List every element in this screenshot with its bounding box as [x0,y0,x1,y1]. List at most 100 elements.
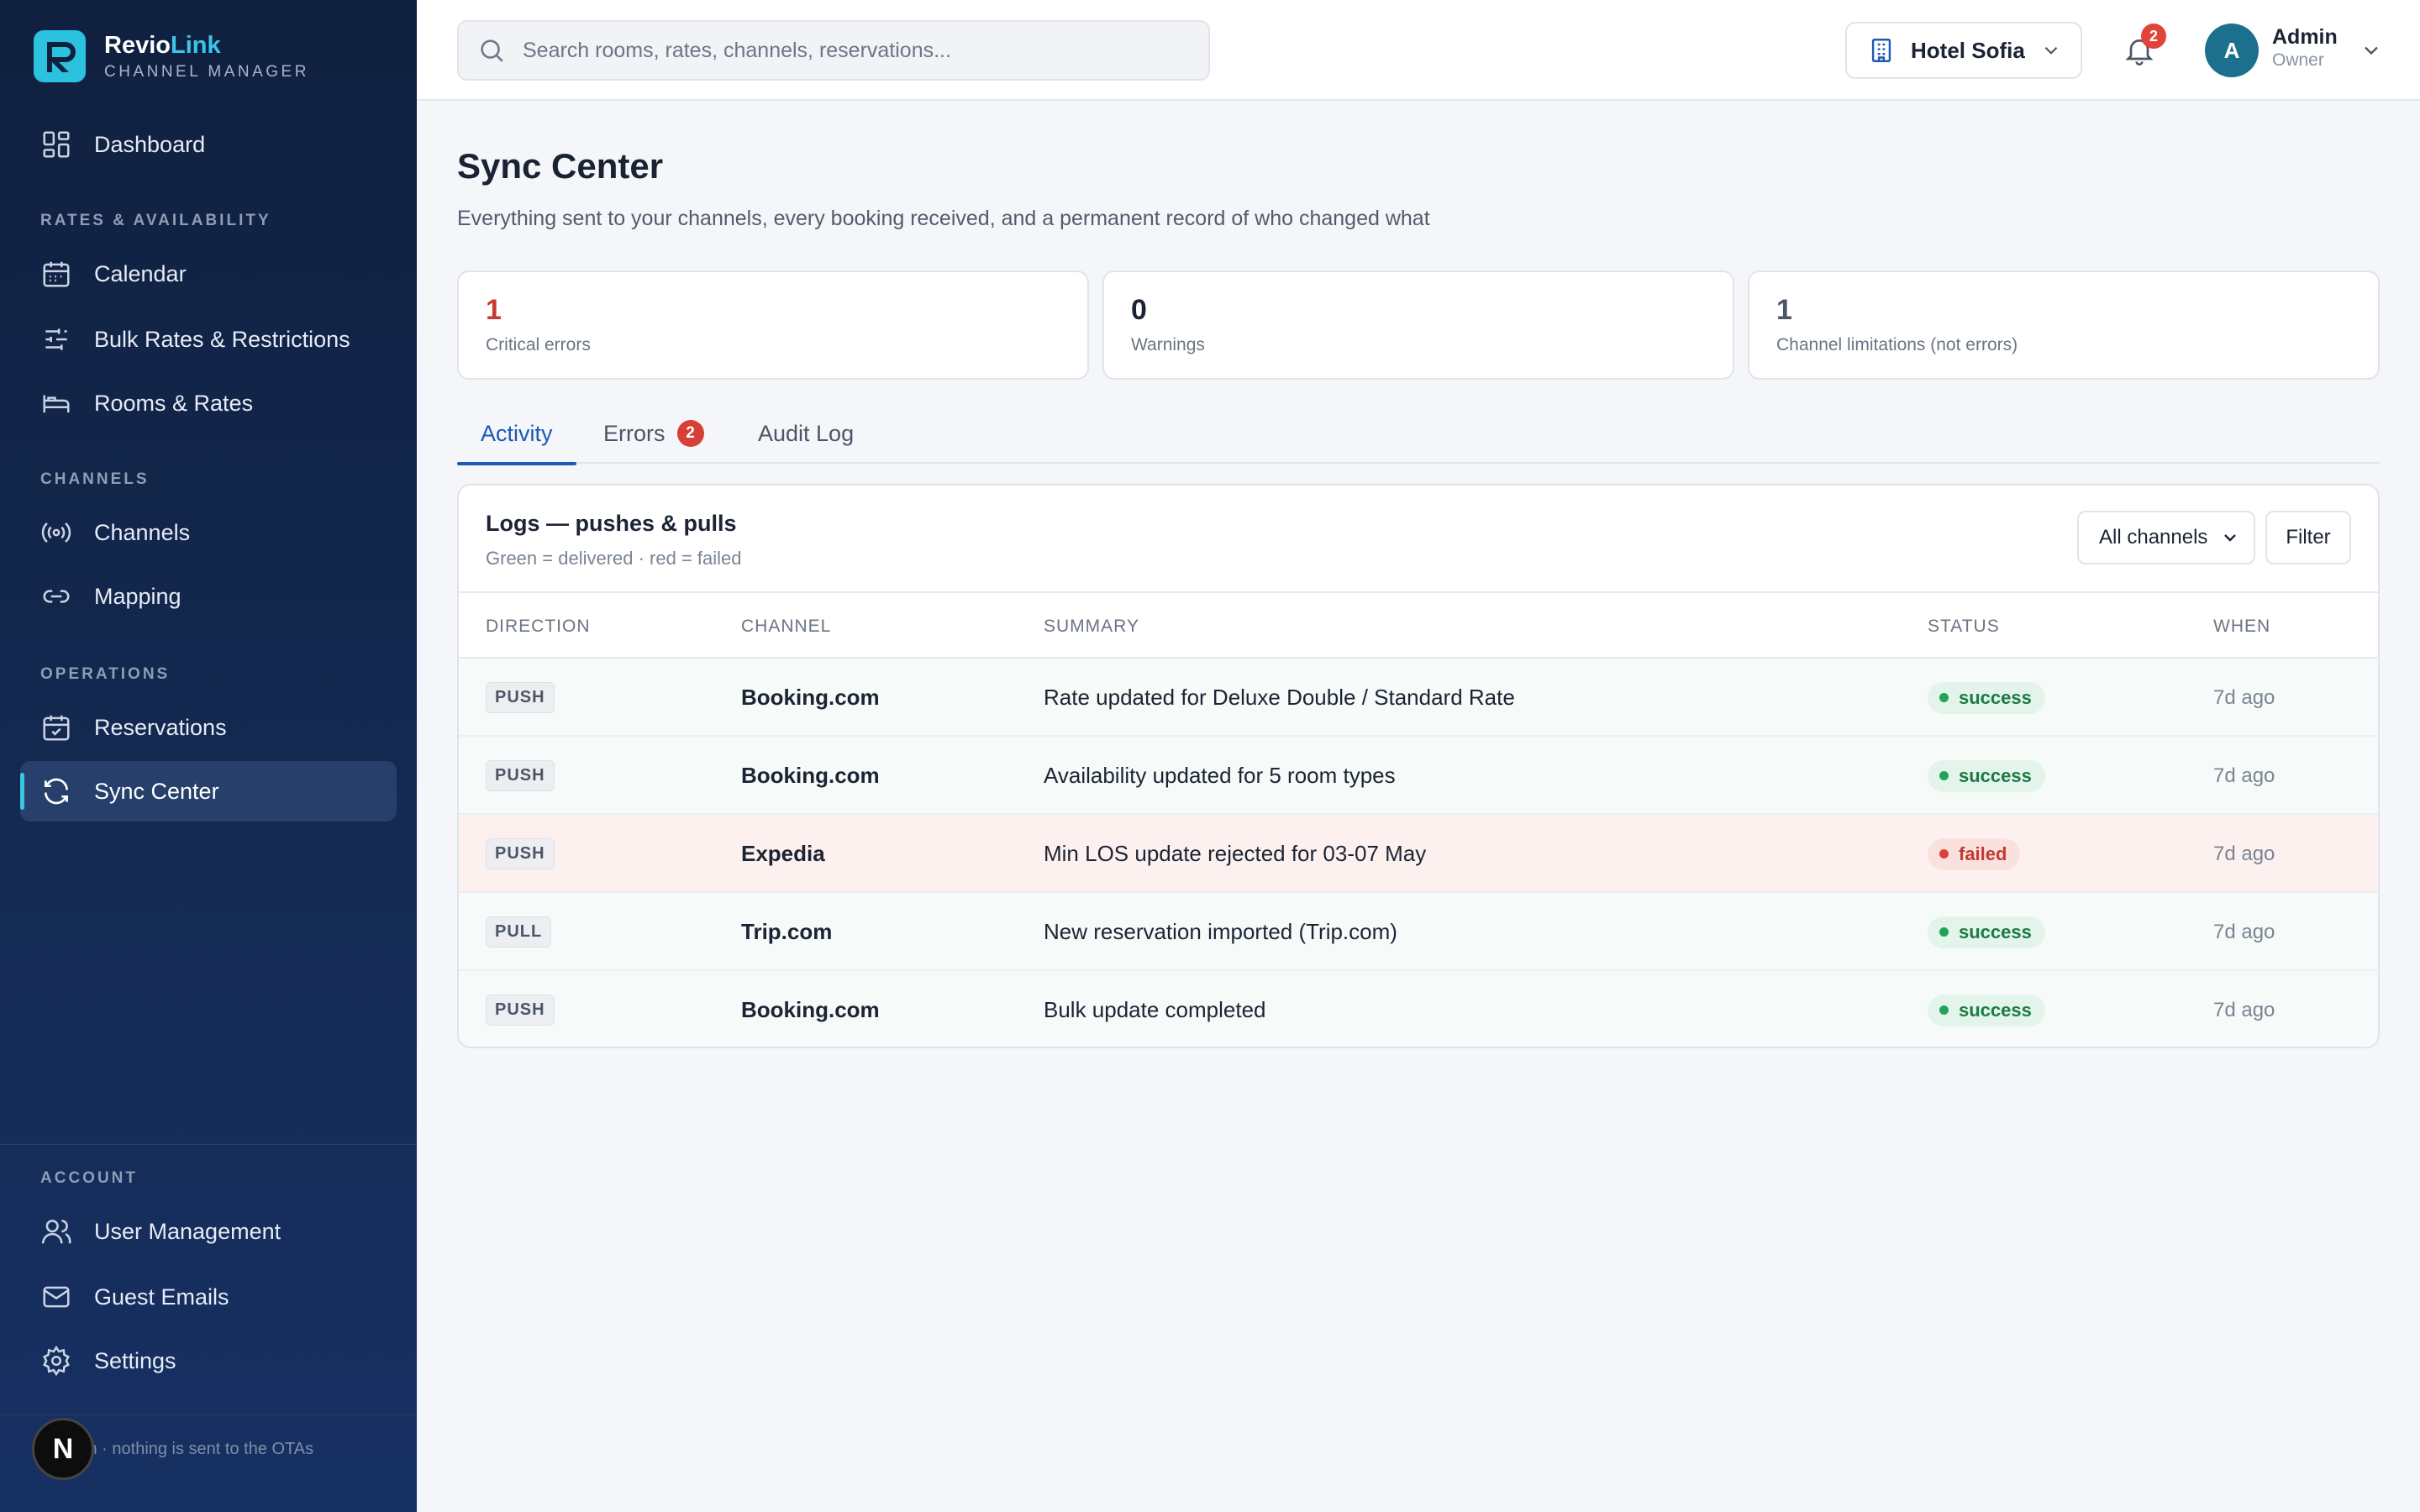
sidebar-item-label: Mapping [94,583,182,609]
notification-count-badge: 2 [2141,24,2166,49]
panel-title: Logs — pushes & pulls [486,511,737,536]
status-badge: success [1928,759,2045,792]
channel-cell: Booking.com [741,997,880,1022]
channel-cell: Booking.com [741,763,880,788]
sidebar-item-calendar[interactable]: Calendar [20,244,397,304]
chevron-down-icon [2040,39,2062,61]
column-header-channel[interactable]: CHANNEL [741,617,832,636]
avatar[interactable]: A [2205,24,2259,77]
errors-count-badge: 2 [676,420,704,447]
status-badge: success [1928,994,2045,1026]
summary-cell: Rate updated for Deluxe Double / Standar… [1044,685,1515,710]
status-text: success [1959,764,2032,786]
sidebar-item-dashboard[interactable]: Dashboard [20,114,397,175]
stat-card-critical-errors[interactable]: 1 Critical errors [457,270,1089,380]
when-cell: 7d ago [2213,998,2275,1021]
channel-filter-select[interactable]: All channels [2077,511,2255,564]
page-title: Sync Center [457,146,664,186]
sidebar-section-operations: OPERATIONS [40,665,171,683]
direction-badge: PUSH [486,760,555,791]
logs-panel: Logs — pushes & pulls Green = delivered … [457,484,2380,1048]
gear-icon [40,1345,72,1377]
direction-badge: PUSH [486,682,555,713]
status-dot-icon [1939,927,1949,937]
sidebar-item-label: Dashboard [94,131,206,157]
direction-badge: PUSH [486,838,555,869]
summary-cell: Min LOS update rejected for 03-07 May [1044,841,1427,866]
sidebar-item-rooms-rates[interactable]: Rooms & Rates [20,373,397,433]
status-text: failed [1959,843,2007,864]
summary-cell: New reservation imported (Trip.com) [1044,919,1397,944]
link-icon [40,580,72,612]
sidebar-item-reservations[interactable]: Reservations [20,697,397,758]
user-role: Owner [2272,50,2324,70]
direction-badge: PUSH [486,995,555,1026]
brand-name-part2: Link [170,32,221,59]
sidebar-item-label: User Management [94,1218,281,1244]
search-icon [477,36,506,65]
column-header-when[interactable]: WHEN [2213,617,2271,636]
chevron-down-icon[interactable] [2360,39,2383,62]
sidebar-item-label: Settings [94,1347,176,1373]
sidebar-item-mapping[interactable]: Mapping [20,566,397,627]
status-text: success [1959,921,2032,942]
sidebar-section-rates: RATES & AVAILABILITY [40,212,271,229]
tab-activity[interactable]: Activity [457,403,576,465]
sidebar-item-user-management[interactable]: User Management [20,1201,397,1262]
status-dot-icon [1939,771,1949,780]
sidebar-item-label: Reservations [94,714,227,740]
sidebar-item-channels[interactable]: Channels [20,502,397,563]
search-input[interactable]: Search rooms, rates, channels, reservati… [457,20,1210,81]
stat-card-channel-limitations[interactable]: 1 Channel limitations (not errors) [1748,270,2380,380]
sidebar-item-label: Calendar [94,260,187,286]
sidebar-divider [0,1144,417,1145]
table-row[interactable]: PUSH Booking.com Availability updated fo… [459,737,2378,815]
sidebar-item-label: Channels [94,519,191,545]
when-cell: 7d ago [2213,920,2275,943]
table-row[interactable]: PUSH Booking.com Bulk update completed s… [459,971,2378,1047]
user-name[interactable]: Admin [2272,25,2338,49]
sidebar-item-label: Rooms & Rates [94,390,254,416]
status-text: success [1959,686,2032,708]
dev-tools-badge[interactable]: N [32,1418,94,1480]
column-header-direction[interactable]: DIRECTION [486,617,591,636]
sidebar-item-label: Bulk Rates & Restrictions [94,326,350,352]
table-row[interactable]: PUSH Expedia Min LOS update rejected for… [459,815,2378,893]
filter-button[interactable]: Filter [2265,511,2351,564]
column-header-status[interactable]: STATUS [1928,617,2000,636]
status-dot-icon [1939,849,1949,858]
sidebar-item-settings[interactable]: Settings [20,1331,397,1391]
calendar-check-icon [40,711,72,743]
status-badge: failed [1928,837,2021,870]
sidebar-item-sync-center[interactable]: Sync Center [20,761,397,822]
brand-name-part1: Revio [104,32,171,59]
channel-filter-value: All channels [2099,526,2208,549]
users-icon [40,1215,72,1247]
summary-cell: Availability updated for 5 room types [1044,763,1396,788]
page-subtitle: Everything sent to your channels, every … [457,207,1430,230]
table-header: DIRECTION CHANNEL SUMMARY STATUS WHEN [459,591,2378,659]
tab-label: Activity [481,420,553,446]
column-header-summary[interactable]: SUMMARY [1044,617,1139,636]
stat-value: 1 [486,294,502,326]
sliders-icon [40,323,72,355]
brand-name: RevioLink [104,31,309,60]
calendar-icon [40,258,72,290]
table-row[interactable]: PUSH Booking.com Rate updated for Deluxe… [459,659,2378,737]
brand[interactable]: RevioLink CHANNEL MANAGER [34,30,309,82]
tab-audit-log[interactable]: Audit Log [734,403,877,464]
when-cell: 7d ago [2213,842,2275,865]
mail-icon [40,1281,72,1313]
tab-label: Audit Log [758,420,855,446]
table-row[interactable]: PULL Trip.com New reservation imported (… [459,893,2378,971]
tab-errors[interactable]: Errors 2 [580,403,728,464]
hotel-selector[interactable]: Hotel Sofia [1845,22,2082,79]
dashboard-icon [40,129,72,160]
sidebar-item-guest-emails[interactable]: Guest Emails [20,1267,397,1327]
tab-bar: Activity Errors 2 Audit Log [457,403,2380,465]
status-badge: success [1928,681,2045,714]
stat-card-warnings[interactable]: 0 Warnings [1102,270,1734,380]
panel-subtitle: Green = delivered · red = failed [486,548,742,569]
stat-label: Channel limitations (not errors) [1776,335,2018,354]
sidebar-item-bulk-rates[interactable]: Bulk Rates & Restrictions [20,309,397,370]
